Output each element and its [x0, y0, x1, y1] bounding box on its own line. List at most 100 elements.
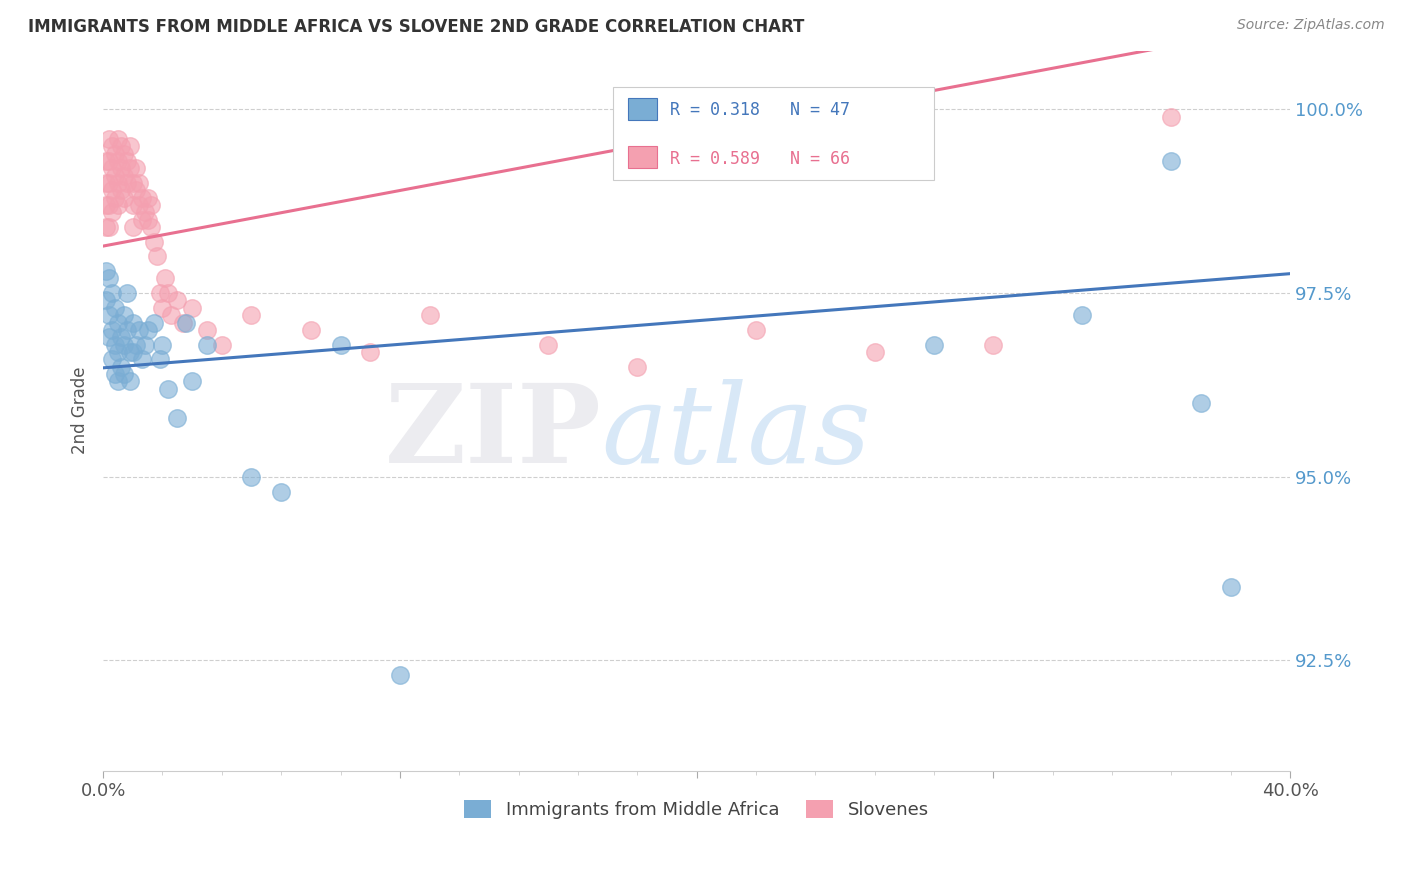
Point [152, 301, 174, 315]
Point [981, 337, 1004, 351]
Point [121, 219, 143, 234]
Point [121, 198, 143, 212]
Point [125, 161, 148, 176]
Point [745, 323, 768, 337]
Point [142, 235, 165, 249]
Point [107, 153, 129, 168]
Point [136, 323, 159, 337]
Point [107, 176, 129, 190]
Point [329, 337, 352, 351]
Point [125, 183, 148, 197]
Point [128, 176, 150, 190]
Point [110, 359, 132, 374]
Point [136, 212, 159, 227]
Point [134, 205, 156, 219]
Point [112, 308, 135, 322]
Point [98, 308, 121, 322]
Point [118, 374, 141, 388]
Legend: Immigrants from Middle Africa, Slovenes: Immigrants from Middle Africa, Slovenes [457, 793, 936, 827]
Point [195, 323, 218, 337]
Point [240, 470, 263, 484]
Point [98, 153, 121, 168]
Point [166, 411, 188, 425]
Point [110, 330, 132, 344]
Point [115, 176, 138, 190]
Point [174, 316, 197, 330]
Point [240, 308, 263, 322]
Point [107, 316, 129, 330]
Point [121, 316, 143, 330]
Point [104, 337, 127, 351]
Point [98, 132, 121, 146]
Point [418, 308, 440, 322]
Point [107, 198, 129, 212]
Point [155, 271, 177, 285]
Point [537, 337, 560, 351]
Point [152, 337, 174, 351]
Point [107, 374, 129, 388]
Point [863, 345, 886, 359]
Point [388, 668, 411, 682]
Point [1219, 580, 1241, 594]
Point [166, 293, 188, 308]
Point [121, 345, 143, 359]
Point [115, 286, 138, 301]
Point [131, 212, 153, 227]
Point [145, 249, 167, 263]
Point [115, 153, 138, 168]
Point [157, 382, 180, 396]
Point [101, 205, 124, 219]
Point [922, 337, 945, 351]
Point [139, 198, 162, 212]
Point [148, 286, 170, 301]
Point [101, 161, 124, 176]
Point [104, 191, 127, 205]
Point [157, 286, 180, 301]
Point [139, 219, 162, 234]
Point [1189, 396, 1212, 410]
Point [107, 132, 129, 146]
Point [94, 293, 117, 308]
Point [136, 191, 159, 205]
Point [142, 316, 165, 330]
Point [128, 323, 150, 337]
Point [104, 146, 127, 161]
Point [125, 337, 148, 351]
Point [98, 271, 121, 285]
Text: atlas: atlas [602, 378, 872, 486]
Point [112, 367, 135, 381]
Point [94, 198, 117, 212]
Point [181, 374, 204, 388]
Point [148, 352, 170, 367]
Point [98, 198, 121, 212]
Point [94, 219, 117, 234]
Point [359, 345, 381, 359]
Point [98, 219, 121, 234]
Point [104, 169, 127, 183]
Point [1160, 153, 1182, 168]
Point [118, 139, 141, 153]
Point [112, 146, 135, 161]
Point [107, 345, 129, 359]
Point [160, 308, 183, 322]
Point [134, 337, 156, 351]
Point [1160, 110, 1182, 124]
Point [98, 176, 121, 190]
Point [112, 191, 135, 205]
Point [299, 323, 322, 337]
Point [112, 169, 135, 183]
Point [131, 352, 153, 367]
Y-axis label: 2nd Grade: 2nd Grade [72, 367, 89, 454]
Point [110, 161, 132, 176]
Point [118, 345, 141, 359]
Point [115, 323, 138, 337]
Point [121, 176, 143, 190]
Point [211, 337, 233, 351]
Point [104, 301, 127, 315]
Text: R = 0.318   N = 47: R = 0.318 N = 47 [671, 102, 851, 120]
Point [104, 367, 127, 381]
Point [172, 316, 194, 330]
Point [195, 337, 218, 351]
Point [98, 330, 121, 344]
Point [101, 352, 124, 367]
